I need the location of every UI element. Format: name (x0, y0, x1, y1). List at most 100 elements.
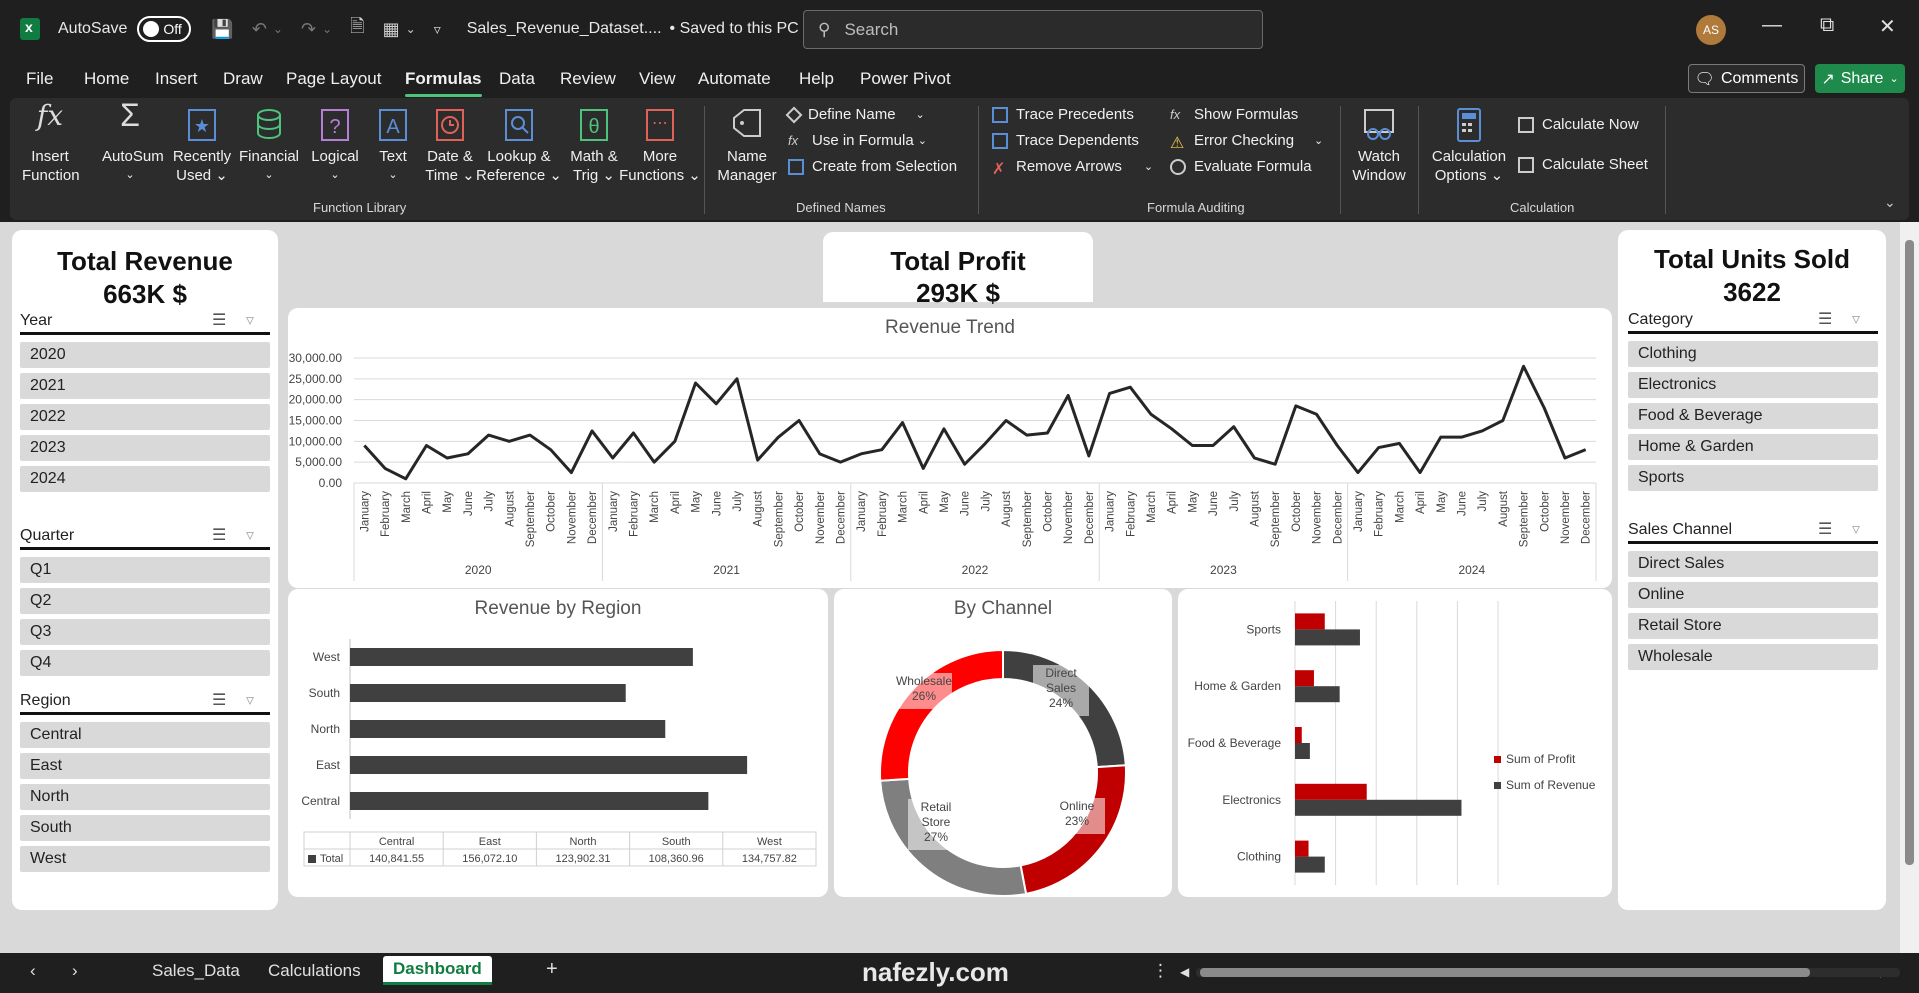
menu-formulas[interactable]: Formulas (405, 69, 482, 97)
category-chart[interactable]: Sports Home & Garden Food & Beverage Electr… (1178, 589, 1612, 897)
multi-select-icon[interactable]: ☰ (1818, 521, 1833, 538)
file-name[interactable]: Sales_Revenue_Dataset.... (466, 20, 662, 37)
slicer-item-east[interactable]: East (20, 753, 270, 779)
multi-select-icon[interactable]: ☰ (1818, 311, 1833, 328)
menu-data[interactable]: Data (499, 69, 535, 88)
add-sheet-icon[interactable]: + (546, 958, 558, 980)
define-name-button[interactable]: Define Name ⌄ (785, 106, 925, 123)
menu-automate[interactable]: Automate (698, 69, 771, 88)
clear-filter-icon[interactable]: ▿ (246, 527, 255, 544)
comments-button[interactable]: 🗨 Comments (1688, 64, 1805, 93)
slicer-item-q1[interactable]: Q1 (20, 557, 270, 583)
menu-help[interactable]: Help (799, 69, 834, 88)
redo-dropdown-icon[interactable]: ⌄ (322, 22, 333, 36)
remove-arrows-button[interactable]: ✗ Remove Arrows ⌄ (992, 158, 1154, 178)
tab-sales-data[interactable]: Sales_Data (152, 961, 240, 980)
tab-dashboard[interactable]: Dashboard (383, 956, 492, 985)
multi-select-icon[interactable]: ☰ (212, 312, 227, 329)
slicer-item-central[interactable]: Central (20, 722, 270, 748)
slicer-item-north[interactable]: North (20, 784, 270, 810)
menu-view[interactable]: View (639, 69, 676, 88)
clear-filter-icon[interactable]: ▿ (246, 312, 255, 329)
slicer-item-sports[interactable]: Sports (1628, 465, 1878, 491)
by-channel-chart[interactable]: By Channel Direct Sales 24% Online 23% Retail… (834, 589, 1172, 897)
create-from-selection-button[interactable]: Create from Selection (788, 158, 957, 175)
insert-function-button[interactable]: fx Insert Function (22, 99, 80, 185)
date-time-button[interactable]: Date & Time ⌄ (420, 106, 480, 185)
avatar[interactable]: AS (1696, 15, 1726, 45)
menu-file[interactable]: File (26, 69, 54, 88)
undo-dropdown-icon[interactable]: ⌄ (272, 22, 283, 36)
scroll-left-icon[interactable]: ◀ (1180, 965, 1190, 979)
trace-dependents-button[interactable]: Trace Dependents (992, 132, 1139, 149)
use-in-formula-button[interactable]: fx Use in Formula ⌄ (788, 132, 927, 149)
text-button[interactable]: A Text ⌄ (370, 106, 416, 185)
evaluate-formula-button[interactable]: Evaluate Formula (1170, 158, 1312, 175)
slicer-item-retail-store[interactable]: Retail Store (1628, 613, 1878, 639)
error-checking-button[interactable]: ⚠ Error Checking ⌄ (1170, 132, 1324, 152)
minimize-icon[interactable]: — (1762, 14, 1782, 36)
slicer-item-online[interactable]: Online (1628, 582, 1878, 608)
recently-used-button[interactable]: ★ Recently Used ⌄ (170, 106, 234, 185)
format-icon[interactable]: ▦ (382, 18, 400, 39)
slicer-item-q3[interactable]: Q3 (20, 619, 270, 645)
slicer-item-2022[interactable]: 2022 (20, 404, 270, 430)
menu-draw[interactable]: Draw (223, 69, 263, 88)
new-file-icon[interactable]: 🗎 (350, 16, 365, 36)
trace-precedents-button[interactable]: Trace Precedents (992, 106, 1134, 123)
save-icon[interactable]: 💾 (211, 18, 234, 39)
save-status[interactable]: • Saved to this PC (669, 20, 799, 37)
clear-filter-icon[interactable]: ▿ (1852, 311, 1861, 328)
slicer-item-2020[interactable]: 2020 (20, 342, 270, 368)
slicer-item-electronics[interactable]: Electronics (1628, 372, 1878, 398)
horizontal-scroll-thumb[interactable] (1200, 968, 1810, 977)
autosave-toggle[interactable]: Off (137, 16, 192, 42)
undo-icon[interactable]: ↶ (251, 18, 267, 39)
revenue-by-region-chart[interactable]: Revenue by Region West South North East Cent… (288, 589, 828, 897)
slicer-item-food-beverage[interactable]: Food & Beverage (1628, 403, 1878, 429)
slicer-item-wholesale[interactable]: Wholesale (1628, 644, 1878, 670)
slicer-item-home-garden[interactable]: Home & Garden (1628, 434, 1878, 460)
more-options-icon[interactable]: ⋮ (1152, 961, 1169, 980)
calculation-options-button[interactable]: Calculation Options ⌄ (1428, 106, 1510, 185)
menu-home[interactable]: Home (84, 69, 130, 88)
slicer-item-2024[interactable]: 2024 (20, 466, 270, 492)
slicer-item-q2[interactable]: Q2 (20, 588, 270, 614)
autosum-button[interactable]: Σ AutoSum ⌄ (102, 97, 164, 181)
clear-filter-icon[interactable]: ▿ (1852, 521, 1861, 538)
customize-toolbar-icon[interactable]: ▿ (433, 20, 441, 37)
financial-button[interactable]: Financial ⌄ (238, 106, 300, 185)
lookup-reference-button[interactable]: Lookup & Reference ⌄ (472, 106, 566, 185)
restore-icon[interactable]: ⧉ (1820, 14, 1835, 36)
format-dropdown-icon[interactable]: ⌄ (405, 22, 416, 36)
revenue-trend-chart[interactable]: Revenue Trend 30,000.00 25,000.00 20,000.0… (288, 308, 1612, 588)
share-button[interactable]: ↗ Share ⌄ (1815, 64, 1905, 93)
slicer-item-2021[interactable]: 2021 (20, 373, 270, 399)
menu-insert[interactable]: Insert (155, 69, 198, 88)
slicer-item-clothing[interactable]: Clothing (1628, 341, 1878, 367)
math-trig-button[interactable]: θ Math & Trig ⌄ (562, 106, 626, 185)
redo-icon[interactable]: ↷ (300, 18, 317, 39)
prev-sheet-icon[interactable]: ‹ (30, 961, 36, 980)
show-formulas-button[interactable]: fx Show Formulas (1170, 106, 1299, 123)
next-sheet-icon[interactable]: › (72, 961, 78, 980)
slicer-item-direct-sales[interactable]: Direct Sales (1628, 551, 1878, 577)
slicer-item-south[interactable]: South (20, 815, 270, 841)
multi-select-icon[interactable]: ☰ (212, 527, 227, 544)
slicer-item-west[interactable]: West (20, 846, 270, 872)
name-manager-button[interactable]: Name Manager (715, 106, 779, 185)
vertical-scroll-thumb[interactable] (1905, 240, 1914, 865)
calculate-now-button[interactable]: Calculate Now (1518, 116, 1639, 133)
clear-filter-icon[interactable]: ▿ (246, 692, 255, 709)
logical-button[interactable]: ? Logical ⌄ (304, 106, 366, 185)
close-icon[interactable]: ✕ (1879, 16, 1896, 38)
menu-page-layout[interactable]: Page Layout (286, 69, 382, 88)
tab-calculations[interactable]: Calculations (268, 961, 361, 980)
more-functions-button[interactable]: ⋯ More Functions ⌄ (612, 106, 708, 185)
watch-window-button[interactable]: Watch Window (1348, 106, 1410, 185)
slicer-item-2023[interactable]: 2023 (20, 435, 270, 461)
menu-review[interactable]: Review (560, 69, 616, 88)
multi-select-icon[interactable]: ☰ (212, 692, 227, 709)
collapse-ribbon-icon[interactable]: ⌄ (1884, 194, 1896, 210)
calculate-sheet-button[interactable]: Calculate Sheet (1518, 156, 1648, 173)
